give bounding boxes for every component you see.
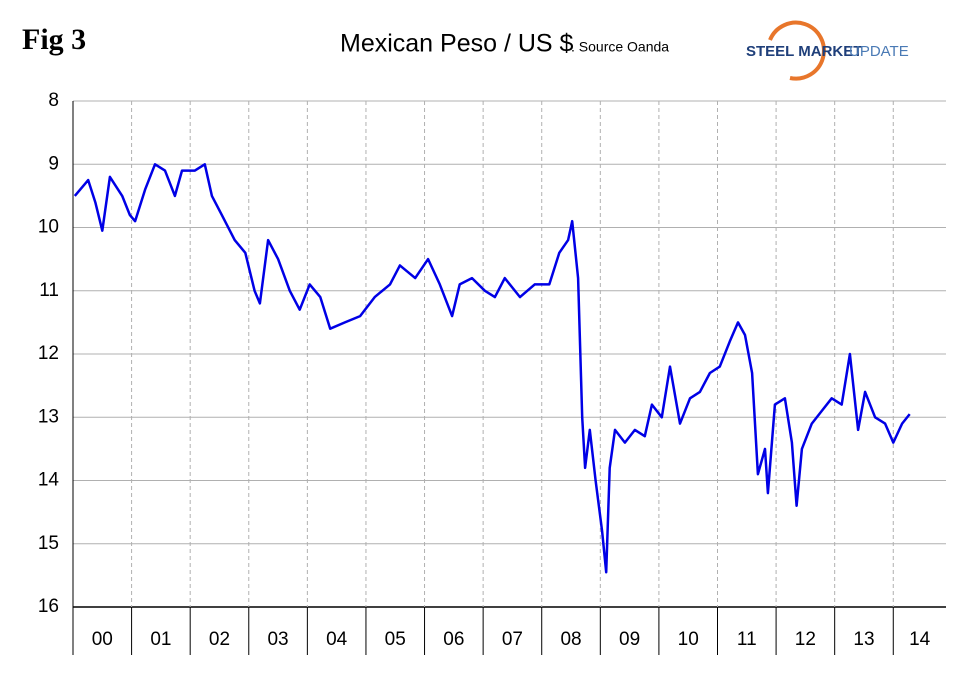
logo-bold: STEEL MARKET [746, 43, 862, 60]
x-tick-label: 09 [619, 629, 640, 650]
x-tick-label: 07 [502, 629, 523, 650]
data-line [73, 163, 911, 574]
y-tick-label: 11 [39, 280, 59, 301]
logo-arc [768, 20, 826, 81]
x-tick-label: 01 [150, 629, 171, 650]
chart-subtitle: . Source Oanda [571, 39, 669, 55]
x-tick-label: 04 [326, 629, 348, 650]
x-tick-label: 10 [678, 629, 699, 650]
x-tick-label: 14 [909, 629, 931, 650]
logo-light: UPDATE [849, 43, 909, 60]
y-tick-label: 12 [38, 343, 59, 364]
x-tick-label: 06 [443, 629, 464, 650]
x-tick-label: 08 [560, 629, 581, 650]
y-tick-label: 13 [38, 406, 59, 427]
chart-title: Mexican Peso / US $ [340, 30, 574, 58]
x-tick-label: 03 [267, 629, 288, 650]
y-tick-label: 9 [48, 153, 59, 174]
x-tick-label: 13 [853, 629, 874, 650]
x-tick-label: 12 [795, 629, 816, 650]
x-tick-label: 00 [92, 629, 113, 650]
figure-label: Fig 3 [22, 23, 86, 56]
x-tick-label: 05 [385, 629, 406, 650]
y-tick-label: 14 [38, 470, 60, 491]
y-tick-label: 10 [38, 217, 59, 238]
y-tick-label: 16 [38, 596, 59, 617]
x-tick-label: 02 [209, 629, 230, 650]
x-tick-label: 11 [737, 629, 757, 650]
y-tick-label: 8 [48, 90, 59, 111]
y-tick-label: 15 [38, 533, 59, 554]
